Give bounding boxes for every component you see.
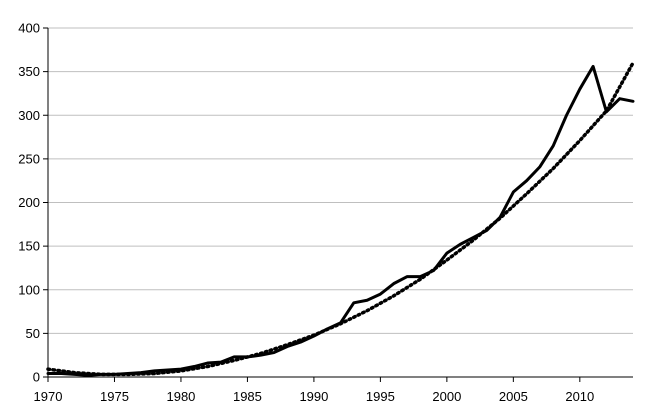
- x-tick-label: 1980: [166, 389, 195, 404]
- x-tick-label: 2005: [499, 389, 528, 404]
- x-tick-label: 1985: [233, 389, 262, 404]
- x-tick-label: 1995: [366, 389, 395, 404]
- tick-labels: 0 50 100 150 200 250 300 350 400 1970 1975 1980 1985…: [18, 21, 594, 405]
- y-tick-label: 50: [26, 326, 40, 341]
- x-tick-label: 2010: [565, 389, 594, 404]
- x-tick-label: 1975: [100, 389, 129, 404]
- y-tick-label: 250: [18, 151, 40, 166]
- y-tick-label: 0: [33, 370, 40, 385]
- x-tick-label: 1970: [34, 389, 63, 404]
- y-tick-label: 150: [18, 239, 40, 254]
- trend-line-dotted: [46, 61, 635, 377]
- y-tick-label: 300: [18, 108, 40, 123]
- y-tick-label: 400: [18, 21, 40, 36]
- x-tick-label: 2000: [432, 389, 461, 404]
- axes: [43, 27, 633, 382]
- y-tick-label: 100: [18, 282, 40, 297]
- y-tick-label: 200: [18, 195, 40, 210]
- x-tick-label: 1990: [299, 389, 328, 404]
- series-lines: [46, 61, 635, 377]
- gridlines: [48, 27, 633, 334]
- y-tick-label: 350: [18, 64, 40, 79]
- series-line-solid: [46, 64, 635, 377]
